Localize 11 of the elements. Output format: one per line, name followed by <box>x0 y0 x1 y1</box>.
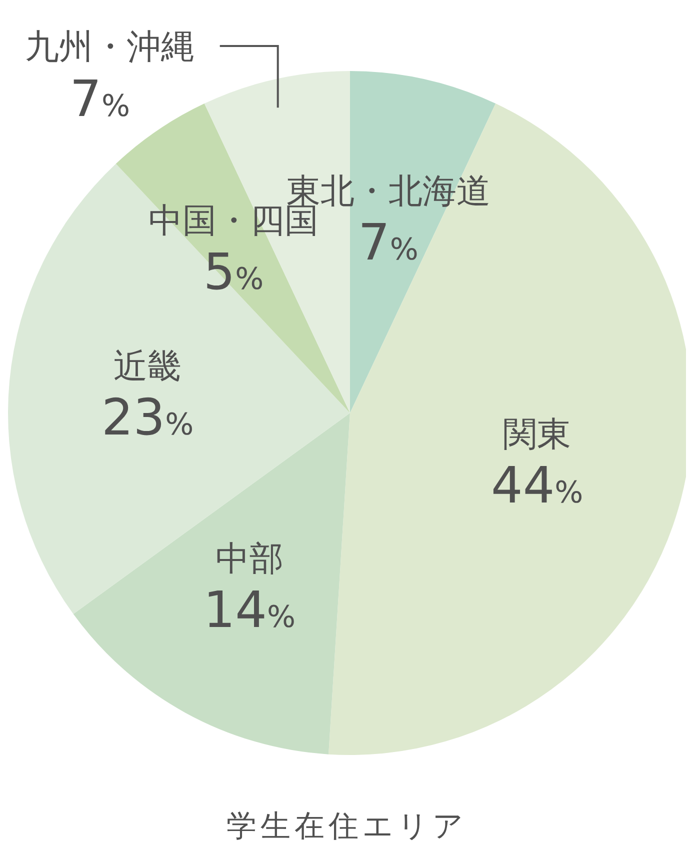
slice-label: 近畿 <box>114 346 182 386</box>
data-label: 5% <box>203 242 264 301</box>
data-label: 7% <box>358 213 418 272</box>
slice-label: 関東 <box>503 414 572 454</box>
data-label: 23% <box>101 388 194 446</box>
text: 学生在住エリア <box>226 809 468 844</box>
slice-label: 九州・沖縄 <box>24 27 195 67</box>
data-label: 7% <box>70 70 130 128</box>
data-label: 44% <box>491 456 584 514</box>
slice-label: 中部 <box>215 538 284 579</box>
data-label: 14% <box>203 580 296 639</box>
